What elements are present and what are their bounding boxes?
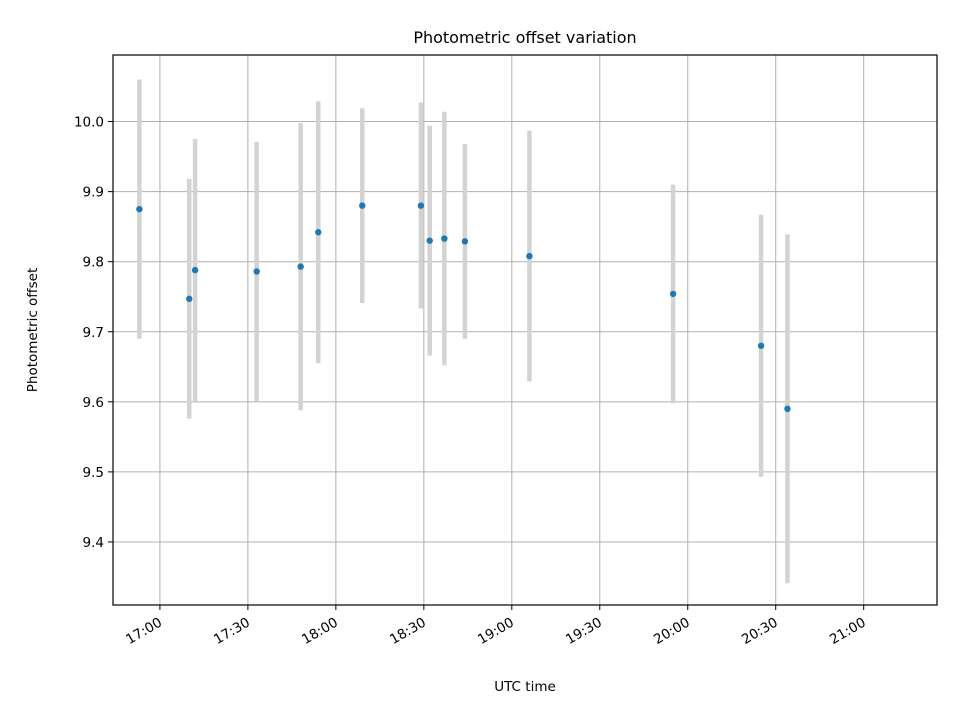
data-point xyxy=(136,205,143,213)
y-tick-label: 10.0 xyxy=(74,115,104,131)
data-point xyxy=(191,266,199,274)
grid xyxy=(113,55,937,605)
x-tick-label: 19:00 xyxy=(475,615,517,648)
data-point xyxy=(669,290,677,298)
x-tick-label: 17:00 xyxy=(123,615,165,648)
data-point xyxy=(441,235,448,242)
y-tick-label: 9.7 xyxy=(83,325,104,341)
data-point xyxy=(757,342,765,349)
data-points xyxy=(136,202,791,413)
y-tick-label: 9.9 xyxy=(83,185,104,201)
data-point xyxy=(526,252,533,260)
x-tick-label: 17:30 xyxy=(211,615,253,648)
data-point xyxy=(426,237,433,244)
data-point xyxy=(186,295,193,303)
y-tick-label: 9.4 xyxy=(83,535,104,551)
x-tick-label: 20:30 xyxy=(739,615,781,648)
plot-frame xyxy=(112,54,938,606)
y-tick-label: 9.6 xyxy=(83,395,104,411)
data-point xyxy=(297,263,304,270)
y-axis-ticks: 9.4 9.5 9.6 9.7 9.8 9.9 10.0 xyxy=(74,115,113,551)
data-point xyxy=(417,202,425,209)
chart-title: Photometric offset variation xyxy=(413,28,636,47)
y-tick-label: 9.8 xyxy=(83,255,104,271)
x-axis-ticks: 17:00 17:30 18:00 18:30 19:00 19:30 20:00 20:30… xyxy=(123,605,869,648)
x-tick-label: 18:30 xyxy=(387,615,429,648)
x-tick-label: 20:00 xyxy=(651,615,693,648)
x-tick-label: 19:30 xyxy=(563,615,605,648)
x-axis-label: UTC time xyxy=(494,679,556,695)
data-point xyxy=(461,238,469,245)
data-point xyxy=(359,202,366,209)
x-tick-label: 21:00 xyxy=(827,615,869,648)
data-point xyxy=(315,229,322,236)
y-axis-label: Photometric offset xyxy=(25,268,41,392)
x-tick-label: 18:00 xyxy=(299,615,341,648)
data-point xyxy=(784,405,791,413)
data-point xyxy=(253,268,260,275)
y-tick-label: 9.5 xyxy=(83,465,104,481)
